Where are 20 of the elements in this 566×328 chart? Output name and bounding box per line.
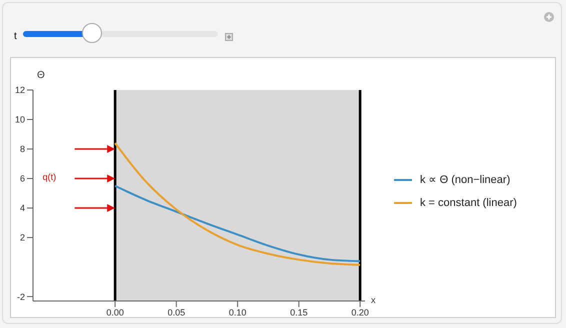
- line-series: [114, 142, 362, 266]
- y-tick-label: 2: [20, 232, 25, 243]
- x-axis-title: x: [371, 295, 376, 305]
- y-tick-label: -2: [16, 292, 25, 302]
- legend-label: k = constant (linear): [420, 196, 517, 208]
- legend-label: k ∝ Θ (non−linear): [420, 173, 510, 186]
- x-tick-label: 0.20: [351, 307, 369, 318]
- y-tick-label: 6: [20, 174, 25, 184]
- x-tick-label: 0.00: [106, 307, 124, 318]
- x-tick-label: 0.05: [168, 307, 186, 318]
- annotation: q(t): [42, 172, 56, 182]
- x-tick-label: 0.10: [228, 307, 246, 318]
- line-series: [114, 184, 362, 262]
- y-tick-label: 8: [20, 144, 25, 154]
- y-tick-label: 10: [14, 114, 25, 125]
- y-axis-title: Θ: [37, 70, 45, 81]
- y-tick-label: 4: [20, 203, 25, 214]
- x-tick-label: 0.15: [290, 307, 308, 318]
- text: t: [14, 31, 17, 42]
- y-tick-label: 12: [14, 85, 25, 96]
